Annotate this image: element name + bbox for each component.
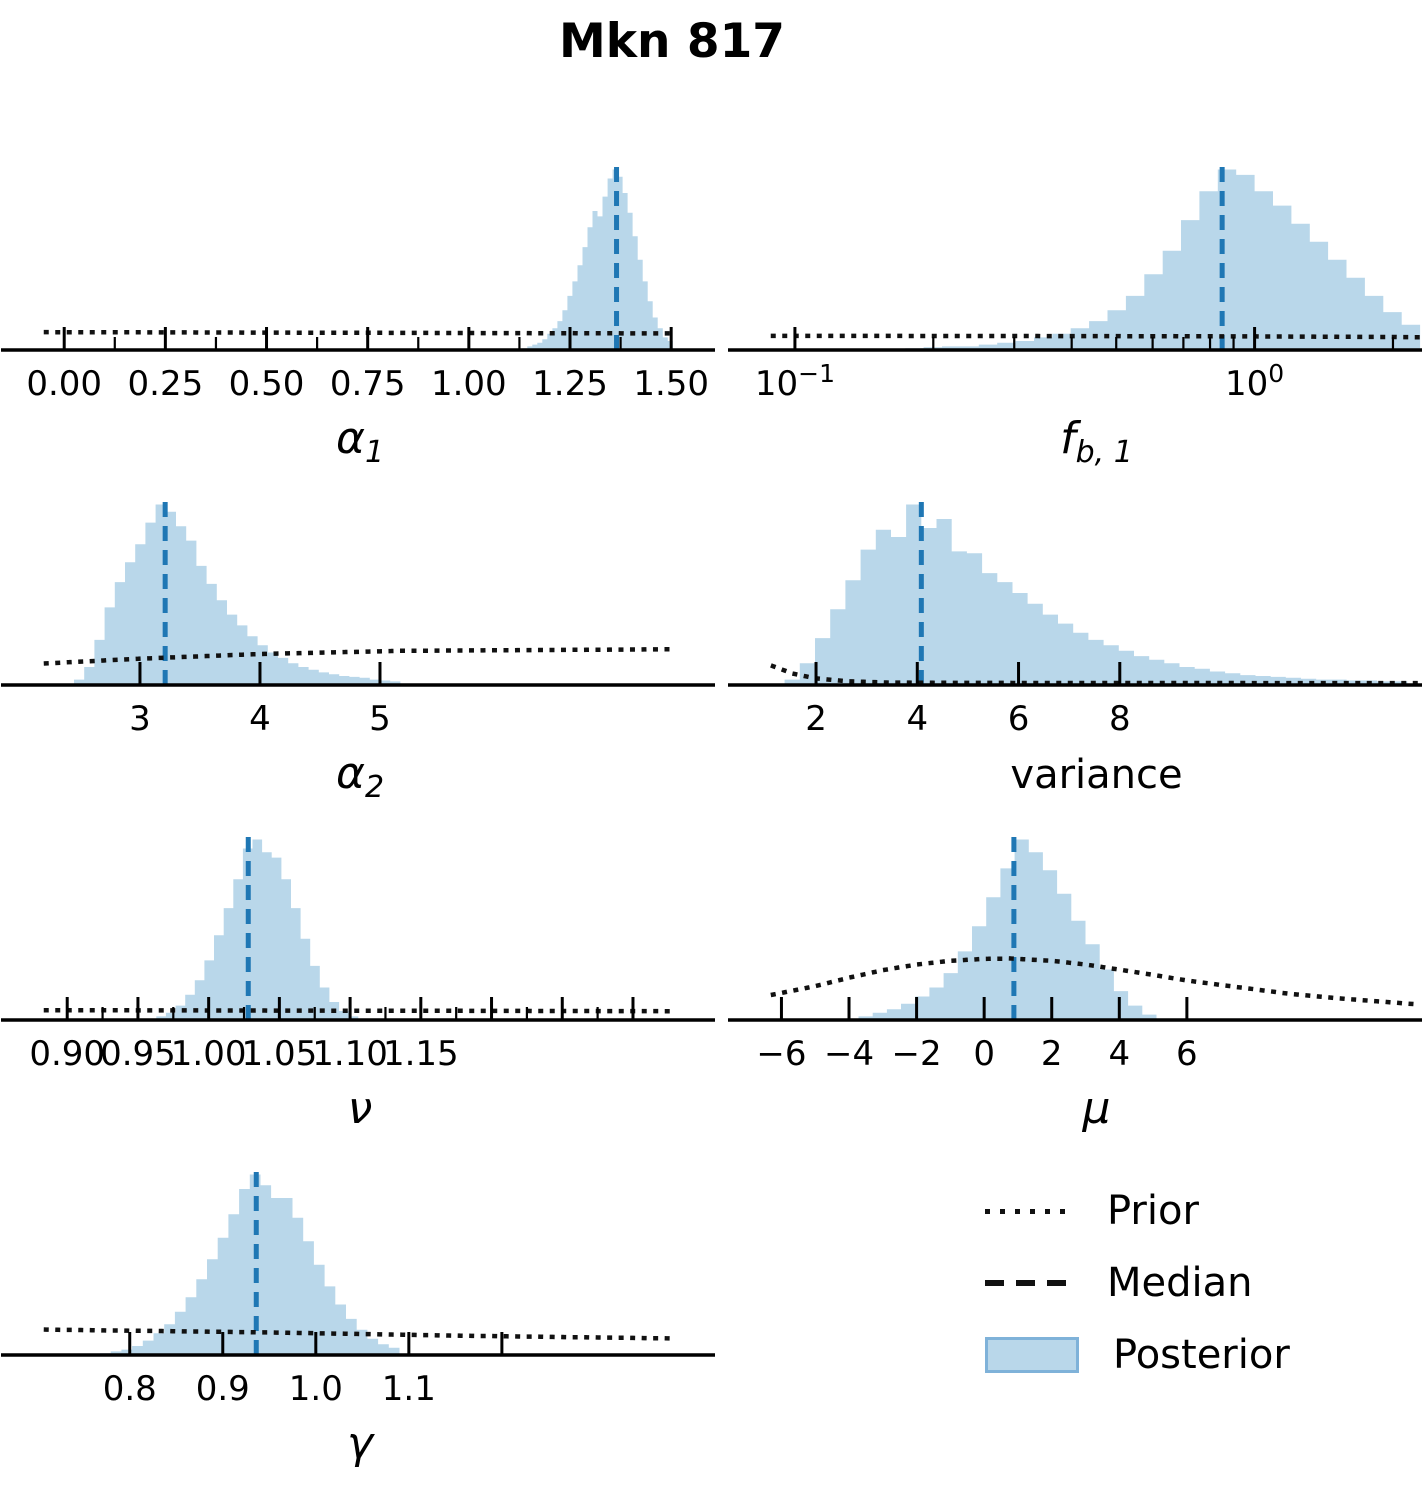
tick-label-alpha1: 0.50	[229, 364, 305, 404]
posterior-patch-icon	[985, 1337, 1079, 1373]
tick-label-mu: 4	[1108, 1034, 1130, 1074]
posterior-histogram-gamma	[100, 1174, 400, 1355]
posterior-histogram-alpha2	[74, 504, 401, 685]
histogram-panel-mu: −6 −4 −2 0 2 4 6 μ	[728, 836, 1422, 1134]
histogram-panel-alpha1: 0.00 0.25 0.50 0.75 1.00 1.25 1.50 α1	[1, 166, 715, 470]
tick-label-alpha2: 3	[129, 699, 151, 739]
histogram-panel-alpha2: 3 4 5 α2	[1, 501, 715, 805]
legend-item-prior: Prior	[985, 1188, 1290, 1234]
legend-label-prior: Prior	[1107, 1188, 1199, 1234]
tick-label-mu: −2	[892, 1034, 942, 1074]
tick-label-variance: 8	[1109, 699, 1131, 739]
tick-label-mu: 6	[1176, 1034, 1198, 1074]
tick-label-nu: 1.00	[171, 1034, 247, 1074]
tick-label-alpha1: 1.50	[633, 364, 709, 404]
tick-label-nu: 0.95	[100, 1034, 176, 1074]
prior-curve-fb1	[770, 333, 1422, 340]
legend-item-median: Median	[985, 1260, 1290, 1306]
prior-curve-alpha2	[43, 647, 677, 666]
histogram-panel-nu: 0.900.951.001.051.101.15ν	[1, 836, 715, 1134]
posterior-histogram-nu	[156, 839, 359, 1020]
posterior-histogram-variance	[784, 504, 1408, 685]
tick-label-alpha2: 4	[249, 699, 271, 739]
legend-item-posterior: Posterior	[985, 1332, 1290, 1378]
prior-line-icon	[985, 1208, 1073, 1214]
histogram-panel-fb1: 10−1 100 fb, 1	[728, 166, 1422, 470]
prior-curve-alpha1	[43, 329, 677, 336]
tick-label-nu: 0.90	[29, 1034, 105, 1074]
posterior-histogram-fb1	[905, 169, 1421, 350]
tick-label-gamma: 0.8	[103, 1369, 157, 1409]
prior-curve-gamma	[43, 1327, 677, 1341]
tick-label-gamma: 1.0	[289, 1369, 343, 1409]
tick-label-gamma: 0.9	[196, 1369, 250, 1409]
legend: Prior Median Posterior	[985, 1188, 1290, 1404]
tick-label-alpha1: 1.00	[431, 364, 507, 404]
tick-label-variance: 4	[906, 699, 928, 739]
posterior-histogram-mu	[858, 839, 1157, 1020]
figure-title: Mkn 817	[559, 14, 785, 69]
tick-label-variance: 6	[1008, 699, 1030, 739]
xlabel-mu: μ	[1082, 1083, 1111, 1134]
xlabel-nu: ν	[348, 1083, 373, 1134]
tick-label-alpha1: 1.25	[532, 364, 608, 404]
tick-label-fb1: 100	[1225, 359, 1284, 404]
median-line-icon	[985, 1280, 1073, 1286]
posterior-histogram-alpha1	[522, 169, 673, 350]
tick-label-gamma: 1.1	[382, 1369, 436, 1409]
tick-label-alpha1: 0.75	[330, 364, 406, 404]
tick-label-mu: −6	[756, 1034, 806, 1074]
prior-curve-variance	[770, 663, 1422, 686]
xlabel-variance: variance	[1010, 752, 1182, 798]
histogram-panel-variance: 2 4 6 8 variance	[728, 501, 1422, 798]
tick-label-nu: 1.15	[383, 1034, 459, 1074]
legend-label-posterior: Posterior	[1113, 1332, 1290, 1378]
tick-label-variance: 2	[805, 699, 827, 739]
legend-label-median: Median	[1107, 1260, 1253, 1306]
xlabel-alpha2: α2	[336, 748, 384, 805]
histogram-panel-gamma: 0.8 0.9 1.0 1.1γ	[1, 1171, 715, 1469]
tick-label-alpha2: 5	[369, 699, 391, 739]
tick-label-mu: 0	[973, 1034, 995, 1074]
prior-curve-nu	[43, 1007, 677, 1014]
xlabel-alpha1: α1	[336, 413, 384, 470]
tick-label-mu: 2	[1041, 1034, 1063, 1074]
tick-label-alpha1: 0.25	[128, 364, 204, 404]
tick-label-nu: 1.05	[242, 1034, 318, 1074]
tick-label-mu: −4	[824, 1034, 874, 1074]
xlabel-gamma: γ	[347, 1418, 375, 1469]
tick-label-fb1: 10−1	[755, 359, 835, 404]
tick-label-nu: 1.10	[312, 1034, 388, 1074]
xlabel-fb1: fb, 1	[1060, 413, 1133, 470]
tick-label-alpha1: 0.00	[26, 364, 102, 404]
